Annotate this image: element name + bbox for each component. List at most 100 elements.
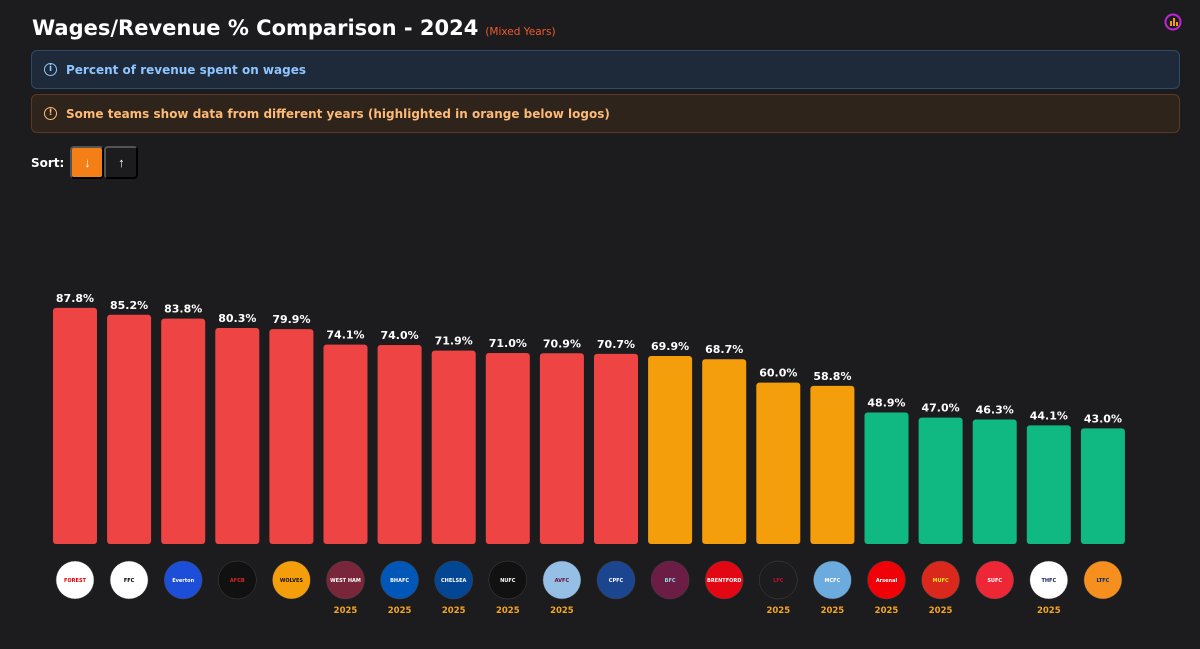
svg-text:SUFC: SUFC [987,578,1002,584]
bar-bournemouth[interactable] [215,327,260,544]
year-note-tottenham-hotspur: 2025 [1037,606,1061,616]
warning-banner-text: Some teams show data from different year… [66,106,610,121]
year-note-manchester-city: 2025 [821,606,845,616]
bar-luton-town[interactable] [1080,428,1125,544]
team-logo-crystal-palace-icon: CPFC [596,560,636,600]
bar-wolves[interactable] [269,329,314,544]
svg-text:Arsenal: Arsenal [876,578,898,584]
value-label-brighton: 74.0% [381,329,419,342]
team-logo-tottenham-hotspur-icon: THFC [1029,560,1069,600]
value-label-bournemouth: 80.3% [218,312,256,325]
svg-text:THFC: THFC [1041,578,1056,584]
value-label-sheffield-united: 46.3% [976,403,1014,416]
value-label-manchester-city: 58.8% [813,370,851,383]
year-note-arsenal: 2025 [875,606,899,616]
value-label-aston-villa: 70.9% [543,337,581,350]
bar-crystal-palace[interactable] [594,353,638,544]
sort-ascending-button[interactable]: ↑ [104,146,139,179]
bar-arsenal[interactable] [864,412,909,544]
svg-text:LFC: LFC [773,578,784,584]
info-banner-text: Percent of revenue spent on wages [66,62,306,77]
bar-manchester-united[interactable] [918,417,963,544]
team-logo-sheffield-united-icon: SUFC [975,560,1014,600]
chart-logo-icon[interactable] [1163,12,1183,32]
value-label-liverpool: 60.0% [759,367,797,380]
svg-text:WEST HAM: WEST HAM [330,578,361,584]
year-note-chelsea: 2025 [442,606,466,616]
bar-fulham[interactable] [107,314,152,544]
svg-text:CHELSEA: CHELSEA [441,578,466,584]
svg-text:AVFC: AVFC [555,578,570,584]
year-note-west-ham-united: 2025 [334,606,358,616]
team-logo-burnley-icon: BFC [650,560,690,600]
year-note-brighton: 2025 [388,606,412,616]
team-logo-liverpool-icon: LFC [759,560,798,600]
value-label-nottingham-forest: 87.8% [56,292,94,305]
team-logo-fulham-icon: FFC [109,560,149,600]
svg-text:MCFC: MCFC [825,578,841,584]
svg-text:BHAFC: BHAFC [390,578,409,584]
bar-newcastle-united[interactable] [485,353,530,544]
bar-brighton[interactable] [377,344,422,544]
bar-burnley[interactable] [648,355,693,544]
year-note-liverpool: 2025 [766,606,790,616]
team-logo-newcastle-united-icon: NUFC [488,560,528,600]
bar-aston-villa[interactable] [539,353,584,544]
value-label-luton-town: 43.0% [1084,412,1122,425]
warning-banner: ! Some teams show data from different ye… [31,94,1180,133]
bar-brentford[interactable] [702,359,747,544]
bar-tottenham-hotspur[interactable] [1026,425,1071,544]
value-label-brentford: 68.7% [705,343,743,356]
bar-everton[interactable] [161,318,206,544]
team-logo-brentford-icon: BRENTFORD [704,560,744,600]
team-logo-luton-town-icon: LTFC [1083,560,1123,600]
value-label-everton: 83.8% [164,303,202,316]
svg-text:BRENTFORD: BRENTFORD [707,578,741,584]
year-note-newcastle-united: 2025 [496,606,520,616]
bar-chelsea[interactable] [431,350,476,544]
value-label-arsenal: 48.9% [867,396,905,409]
warning-icon: ! [44,107,57,120]
svg-text:LTFC: LTFC [1096,578,1109,584]
team-logo-aston-villa-icon: AVFC [542,560,582,600]
svg-text:FFC: FFC [124,578,135,584]
svg-text:AFCB: AFCB [230,578,245,584]
team-logo-everton-icon: Everton [163,560,203,600]
svg-text:NUFC: NUFC [500,578,516,584]
team-logo-manchester-city-icon: MCFC [813,560,852,600]
team-logo-arsenal-icon: Arsenal [867,560,906,600]
title-row: Wages/Revenue % Comparison - 2024 (Mixed… [32,16,556,40]
team-logo-chelsea-icon: CHELSEA [434,560,473,600]
year-note-aston-villa: 2025 [550,606,574,616]
bar-liverpool[interactable] [756,382,801,544]
value-label-crystal-palace: 70.7% [597,338,635,351]
page-title: Wages/Revenue % Comparison - 2024 [32,16,479,40]
svg-text:CPFC: CPFC [609,578,624,584]
team-logo-manchester-united-icon: MUFC [921,560,960,600]
value-label-tottenham-hotspur: 44.1% [1030,409,1068,422]
bar-nottingham-forest[interactable] [53,307,97,544]
team-logo-wolves-icon: WOLVES [272,560,311,600]
team-logo-bournemouth-icon: AFCB [218,560,257,600]
year-note-manchester-united: 2025 [929,606,953,616]
sort-descending-button[interactable]: ↓ [70,146,105,179]
info-icon: i [44,63,57,76]
bar-west-ham-united[interactable] [323,344,368,544]
svg-text:Everton: Everton [172,578,194,584]
team-logo-west-ham-united-icon: WEST HAM [326,560,365,600]
sort-controls: Sort: ↓ ↑ [31,146,139,179]
value-label-manchester-united: 47.0% [922,402,960,415]
team-logo-brighton-icon: BHAFC [380,560,419,600]
bar-sheffield-united[interactable] [972,419,1017,544]
svg-text:BFC: BFC [665,578,676,584]
sort-label: Sort: [31,155,65,170]
svg-text:WOLVES: WOLVES [280,578,304,584]
team-logo-nottingham-forest-icon: FOREST [55,560,95,600]
value-label-wolves: 79.9% [272,313,310,326]
value-label-west-ham-united: 74.1% [326,329,364,342]
value-label-chelsea: 71.9% [435,335,473,348]
svg-text:MUFC: MUFC [933,578,949,584]
bar-manchester-city[interactable] [810,385,855,544]
value-label-fulham: 85.2% [110,299,148,312]
